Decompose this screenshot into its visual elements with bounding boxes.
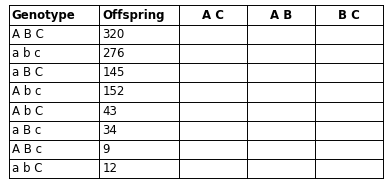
Text: 276: 276 bbox=[103, 47, 125, 60]
Text: a b c: a b c bbox=[12, 47, 40, 60]
Text: A B c: A B c bbox=[12, 143, 42, 156]
Text: 145: 145 bbox=[103, 66, 125, 79]
Text: 43: 43 bbox=[103, 105, 117, 118]
Text: A B C: A B C bbox=[12, 28, 44, 41]
Text: Offspring: Offspring bbox=[103, 9, 165, 22]
Text: Genotype: Genotype bbox=[12, 9, 75, 22]
Text: a B C: a B C bbox=[12, 66, 43, 79]
Text: 152: 152 bbox=[103, 85, 125, 98]
Text: A B: A B bbox=[270, 9, 292, 22]
Text: 12: 12 bbox=[103, 162, 117, 175]
Text: a B c: a B c bbox=[12, 124, 41, 137]
Text: 320: 320 bbox=[103, 28, 125, 41]
Text: 34: 34 bbox=[103, 124, 117, 137]
Text: A b C: A b C bbox=[12, 105, 43, 118]
Text: A C: A C bbox=[202, 9, 224, 22]
Text: a b C: a b C bbox=[12, 162, 42, 175]
Text: A b c: A b c bbox=[12, 85, 41, 98]
Text: B C: B C bbox=[338, 9, 360, 22]
Text: 9: 9 bbox=[103, 143, 110, 156]
